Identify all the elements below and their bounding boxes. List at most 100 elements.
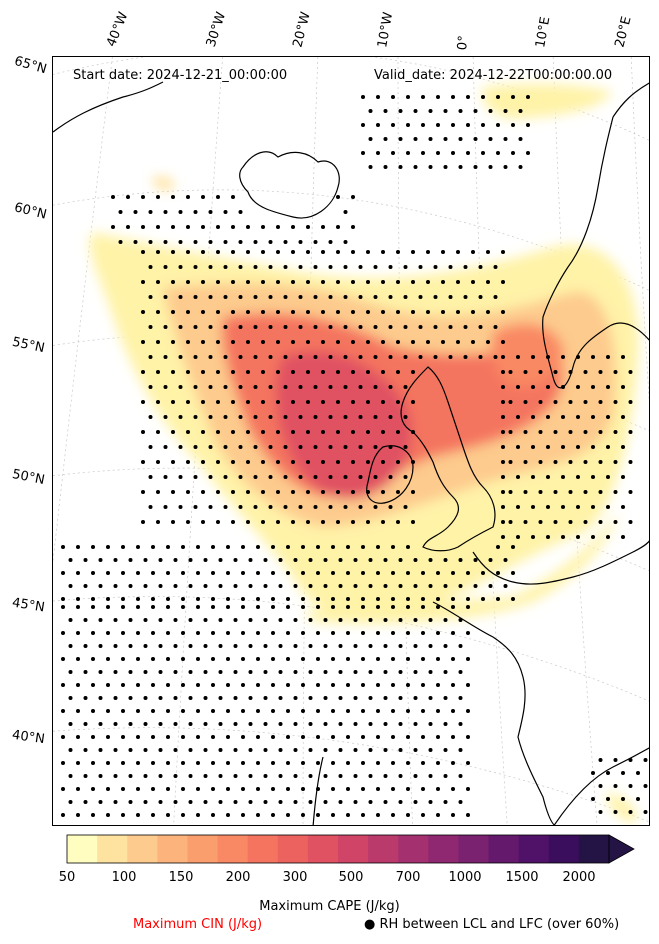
rh-dot: [268, 240, 273, 244]
rh-dot: [218, 670, 223, 674]
rh-dot: [143, 618, 148, 622]
rh-dot: [478, 325, 483, 329]
rh-dot: [308, 748, 313, 752]
rh-dot: [403, 415, 408, 419]
rh-dot: [231, 340, 235, 344]
rh-dot: [598, 758, 603, 762]
rh-dot: [226, 709, 230, 713]
rh-dot: [68, 696, 73, 700]
rh-dot: [211, 631, 215, 635]
rh-dot: [291, 400, 295, 404]
rh-dot: [343, 385, 348, 389]
rh-dot: [246, 430, 250, 434]
rh-dot: [321, 520, 325, 524]
rh-dot: [336, 195, 340, 199]
rh-dot: [188, 696, 193, 700]
rh-dot: [141, 460, 145, 464]
rh-dot: [466, 683, 470, 687]
rh-dot: [546, 505, 550, 509]
rh-dot: [373, 295, 378, 299]
rh-dot: [406, 597, 410, 601]
rh-dot: [538, 520, 543, 524]
rh-dot: [181, 657, 185, 661]
colorbar-segment: [217, 835, 249, 863]
rh-dot: [458, 644, 463, 648]
rh-dot: [621, 535, 625, 539]
rh-dot: [313, 355, 318, 359]
rh-dot: [501, 400, 505, 404]
rh-dot: [391, 787, 395, 791]
rh-dot: [501, 355, 505, 359]
rh-dot: [203, 748, 208, 752]
rh-dot: [346, 813, 350, 817]
rh-dot: [158, 644, 163, 648]
rh-dot: [343, 445, 348, 449]
rh-dot: [253, 445, 258, 449]
rh-dot: [373, 445, 378, 449]
rh-dot: [526, 95, 530, 99]
rh-dot: [443, 618, 448, 622]
rh-dot: [106, 597, 110, 601]
rh-dot: [166, 709, 170, 713]
rh-dot: [328, 240, 333, 244]
rh-dot: [298, 415, 303, 419]
rh-dot: [216, 520, 220, 524]
rh-dot: [441, 250, 445, 254]
rh-dot: [121, 631, 125, 635]
rh-dot: [111, 225, 115, 229]
rh-dot: [316, 787, 320, 791]
rh-dot: [433, 295, 438, 299]
rh-dot: [501, 415, 505, 419]
rh-dot: [456, 310, 460, 314]
rh-dot: [428, 722, 433, 726]
rh-dot: [178, 415, 183, 419]
rh-dot: [346, 571, 350, 575]
rh-dot: [331, 597, 335, 601]
rh-dot: [553, 400, 558, 404]
rh-dot: [353, 748, 358, 752]
rh-dot: [531, 415, 535, 419]
rh-dot: [583, 460, 588, 464]
rh-dot: [141, 225, 145, 229]
rh-dot: [396, 310, 400, 314]
map-panel: [52, 56, 650, 826]
lon-label-20w: 20°W: [290, 10, 314, 49]
rh-dot: [121, 813, 125, 817]
rh-dot: [391, 683, 395, 687]
rh-dot: [128, 696, 133, 700]
rh-dot: [428, 137, 433, 141]
rh-dot: [216, 280, 220, 284]
rh-dot: [298, 505, 303, 509]
rh-dot: [226, 787, 230, 791]
rh-dot: [76, 787, 80, 791]
rh-dot: [561, 445, 565, 449]
rh-dot: [448, 295, 453, 299]
rh-dot: [481, 151, 485, 155]
rh-dot: [83, 618, 88, 622]
rh-dot: [463, 295, 468, 299]
rh-dot: [346, 787, 350, 791]
rh-dot: [598, 520, 603, 524]
rh-dot: [613, 810, 618, 814]
rh-dot: [263, 618, 268, 622]
rh-dot: [503, 137, 508, 141]
rh-dot: [188, 558, 193, 562]
rh-dot: [621, 445, 625, 449]
rh-dot: [261, 430, 265, 434]
rh-dot: [156, 430, 160, 434]
rh-dot: [346, 709, 350, 713]
rh-dot: [448, 355, 453, 359]
rh-dot: [598, 784, 603, 788]
rh-dot: [546, 385, 550, 389]
rh-dot: [338, 774, 343, 778]
colorbar-segment: [488, 835, 520, 863]
rh-dot: [383, 670, 388, 674]
rh-dot: [278, 800, 283, 804]
rh-dot: [143, 644, 148, 648]
rh-dot: [233, 670, 238, 674]
rh-dot: [368, 800, 373, 804]
rh-dot: [106, 571, 110, 575]
rh-dot: [291, 340, 295, 344]
rh-dot: [271, 605, 275, 609]
rh-dot: [196, 631, 200, 635]
